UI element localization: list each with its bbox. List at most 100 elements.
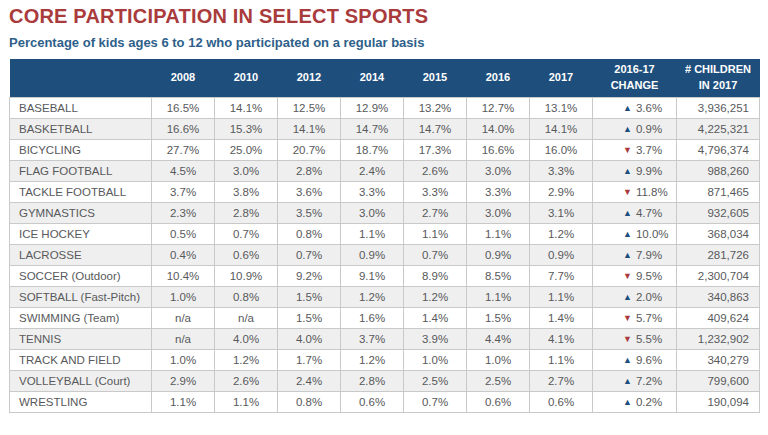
year-value-cell: 2.9% — [152, 370, 215, 391]
year-value-cell: 8.9% — [404, 265, 467, 286]
sport-label-cell: ICE HOCKEY — [10, 223, 152, 244]
change-cell: ▲9.6% — [593, 349, 677, 370]
year-value-cell: 16.6% — [152, 118, 215, 139]
year-value-cell: 25.0% — [215, 139, 278, 160]
year-value-cell: 3.8% — [215, 181, 278, 202]
year-value-cell: 16.6% — [467, 139, 530, 160]
change-value: 7.2% — [636, 375, 662, 387]
year-value-cell: 3.0% — [341, 202, 404, 223]
year-value-cell: 1.1% — [215, 391, 278, 412]
change-cell: ▲7.9% — [593, 244, 677, 265]
children-count-cell: 1,232,902 — [677, 328, 760, 349]
year-value-cell: 4.0% — [278, 328, 341, 349]
year-value-cell: 0.6% — [530, 391, 593, 412]
year-value-cell: 14.0% — [467, 118, 530, 139]
year-value-cell: 1.1% — [530, 286, 593, 307]
children-count-cell: 932,605 — [677, 202, 760, 223]
change-value: 5.7% — [636, 312, 662, 324]
year-value-cell: 17.3% — [404, 139, 467, 160]
table-row: SOFTBALL (Fast-Pitch)1.0%0.8%1.5%1.2%1.2… — [10, 286, 760, 307]
year-value-cell: 0.6% — [467, 391, 530, 412]
table-row: BASEBALL16.5%14.1%12.5%12.9%13.2%12.7%13… — [10, 97, 760, 118]
year-value-cell: 1.1% — [530, 349, 593, 370]
sport-label-cell: TACKLE FOOTBALL — [10, 181, 152, 202]
year-value-cell: 0.9% — [467, 244, 530, 265]
change-cell: ▲2.0% — [593, 286, 677, 307]
year-value-cell: 2.4% — [278, 370, 341, 391]
change-cell: ▼5.5% — [593, 328, 677, 349]
change-value: 3.7% — [636, 144, 662, 156]
change-cell: ▼9.5% — [593, 265, 677, 286]
year-value-cell: n/a — [215, 307, 278, 328]
change-cell: ▼3.7% — [593, 139, 677, 160]
year-value-cell: 1.7% — [278, 349, 341, 370]
up-triangle-icon: ▲ — [623, 208, 632, 218]
year-value-cell: 9.2% — [278, 265, 341, 286]
table-row: ICE HOCKEY0.5%0.7%0.8%1.1%1.1%1.1%1.2%▲1… — [10, 223, 760, 244]
year-value-cell: 1.1% — [152, 391, 215, 412]
change-value: 9.6% — [636, 354, 662, 366]
year-value-cell: 12.7% — [467, 97, 530, 118]
table-row: TENNISn/a4.0%4.0%3.7%3.9%4.4%4.1%▼5.5%1,… — [10, 328, 760, 349]
year-value-cell: 2.4% — [341, 160, 404, 181]
year-value-cell: 1.0% — [467, 349, 530, 370]
change-value: 4.7% — [636, 207, 662, 219]
page-subtitle: Percentage of kids ages 6 to 12 who part… — [9, 35, 759, 50]
up-triangle-icon: ▲ — [623, 124, 632, 134]
change-cell: ▲3.6% — [593, 97, 677, 118]
year-value-cell: 14.7% — [404, 118, 467, 139]
header-cell-year-6: 2017 — [530, 59, 593, 97]
table-row: TACKLE FOOTBALL3.7%3.8%3.6%3.3%3.3%3.3%2… — [10, 181, 760, 202]
year-value-cell: 16.5% — [152, 97, 215, 118]
year-value-cell: 1.5% — [278, 286, 341, 307]
change-header-line1: 2016-17 — [614, 63, 654, 75]
sport-label-cell: BICYCLING — [10, 139, 152, 160]
year-value-cell: 20.7% — [278, 139, 341, 160]
down-triangle-icon: ▼ — [623, 334, 632, 344]
table-row: VOLLEYBALL (Court)2.9%2.6%2.4%2.8%2.5%2.… — [10, 370, 760, 391]
year-value-cell: 0.7% — [278, 244, 341, 265]
year-value-cell: 16.0% — [530, 139, 593, 160]
change-cell: ▲9.9% — [593, 160, 677, 181]
change-value: 11.8% — [636, 186, 668, 198]
children-header-line1: # CHILDREN — [685, 63, 751, 75]
page-title: CORE PARTICIPATION IN SELECT SPORTS — [9, 5, 759, 28]
year-value-cell: 0.7% — [404, 391, 467, 412]
children-count-cell: 190,094 — [677, 391, 760, 412]
year-value-cell: 0.7% — [215, 223, 278, 244]
year-value-cell: 3.9% — [404, 328, 467, 349]
year-value-cell: 15.3% — [215, 118, 278, 139]
year-value-cell: 13.1% — [530, 97, 593, 118]
table-row: BASKETBALL16.6%15.3%14.1%14.7%14.7%14.0%… — [10, 118, 760, 139]
year-value-cell: 12.5% — [278, 97, 341, 118]
children-count-cell: 340,863 — [677, 286, 760, 307]
down-triangle-icon: ▼ — [623, 187, 632, 197]
table-row: SOCCER (Outdoor)10.4%10.9%9.2%9.1%8.9%8.… — [10, 265, 760, 286]
year-value-cell: 14.7% — [341, 118, 404, 139]
year-value-cell: 1.1% — [404, 223, 467, 244]
children-count-cell: 2,300,704 — [677, 265, 760, 286]
year-value-cell: 1.4% — [404, 307, 467, 328]
up-triangle-icon: ▲ — [623, 229, 632, 239]
year-value-cell: 0.6% — [215, 244, 278, 265]
year-value-cell: 2.6% — [215, 370, 278, 391]
sport-label-cell: BASKETBALL — [10, 118, 152, 139]
change-value: 3.6% — [636, 102, 662, 114]
year-value-cell: 3.5% — [278, 202, 341, 223]
participation-table: 20082010201220142015201620172016-17CHANG… — [9, 59, 760, 413]
year-value-cell: 13.2% — [404, 97, 467, 118]
year-value-cell: 10.9% — [215, 265, 278, 286]
table-row: WRESTLING1.1%1.1%0.8%0.6%0.7%0.6%0.6%▲0.… — [10, 391, 760, 412]
table-row: FLAG FOOTBALL4.5%3.0%2.8%2.4%2.6%3.0%3.3… — [10, 160, 760, 181]
year-value-cell: 2.8% — [278, 160, 341, 181]
year-value-cell: 2.8% — [215, 202, 278, 223]
year-value-cell: 1.6% — [341, 307, 404, 328]
up-triangle-icon: ▲ — [623, 250, 632, 260]
year-value-cell: 0.4% — [152, 244, 215, 265]
year-value-cell: 7.7% — [530, 265, 593, 286]
year-value-cell: 1.4% — [530, 307, 593, 328]
year-value-cell: 3.3% — [530, 160, 593, 181]
change-cell: ▲7.2% — [593, 370, 677, 391]
change-value: 2.0% — [636, 291, 662, 303]
header-cell-sport — [10, 59, 152, 97]
